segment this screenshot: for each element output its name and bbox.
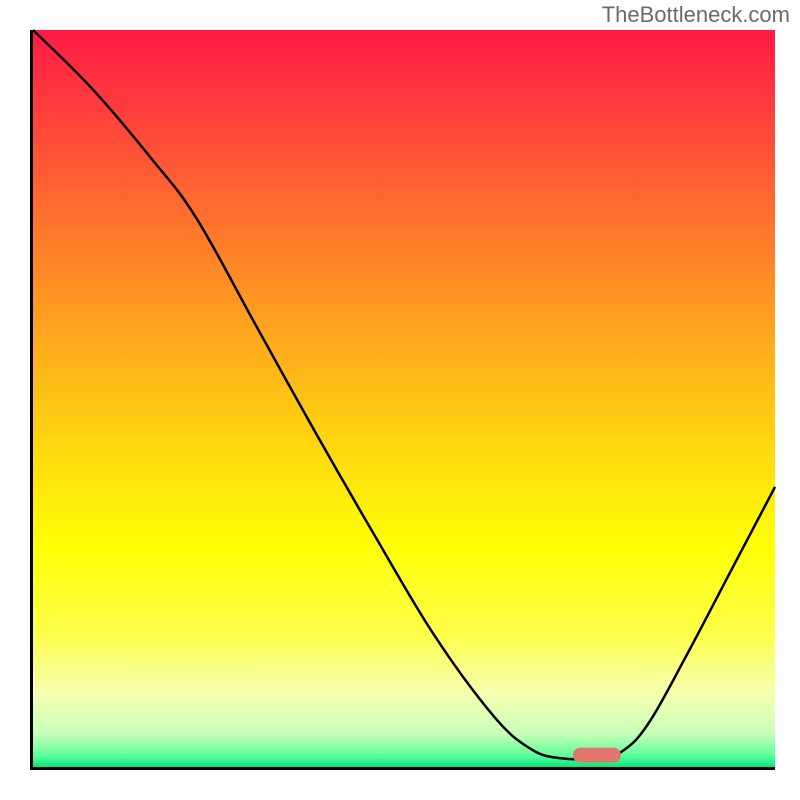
bottleneck-curve: [33, 30, 775, 767]
optimal-point-marker: [573, 748, 621, 763]
chart-plot-area: [30, 30, 775, 770]
watermark-text: TheBottleneck.com: [602, 2, 790, 28]
